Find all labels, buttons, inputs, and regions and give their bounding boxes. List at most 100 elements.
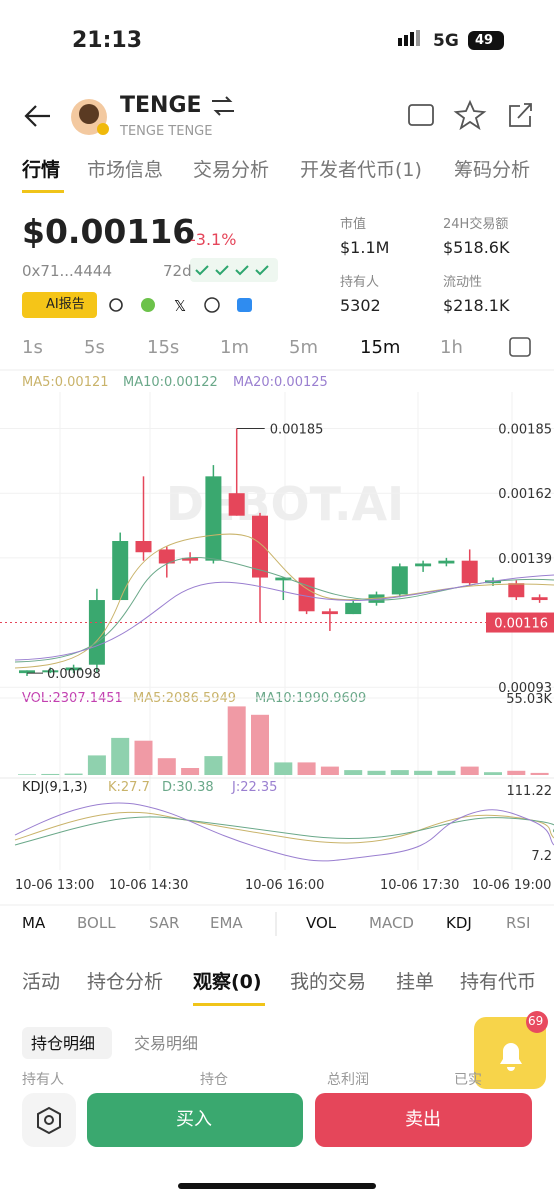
buy-label[interactable]: 买入 xyxy=(176,1109,212,1130)
stat-value: $1.1M xyxy=(340,238,390,257)
stat-label: 持有人 xyxy=(340,275,380,290)
social-icon[interactable] xyxy=(141,298,155,312)
settings-icon[interactable] xyxy=(509,337,531,357)
sub-tab[interactable]: 持仓明细 xyxy=(31,1034,96,1053)
y-tick-label: 0.00093 xyxy=(498,681,552,696)
column-header: 已实 xyxy=(454,1072,482,1088)
telegram-icon[interactable] xyxy=(237,298,252,312)
y-tick-label: 0.00162 xyxy=(498,487,552,502)
indicator[interactable]: MA xyxy=(22,914,46,932)
timeframe[interactable]: 1h xyxy=(440,337,463,358)
volume-bar xyxy=(111,737,130,775)
indicator[interactable]: EMA xyxy=(210,914,243,932)
token-subtitle: TENGE TENGE xyxy=(120,124,213,139)
indicator[interactable]: RSI xyxy=(506,914,531,932)
search-icon[interactable] xyxy=(109,298,123,312)
timeframe[interactable]: 1m xyxy=(220,337,249,358)
timeframe[interactable]: 5s xyxy=(84,337,105,358)
indicator[interactable]: VOL xyxy=(306,914,337,932)
candle-body xyxy=(321,611,338,615)
tab[interactable]: 开发者代币(1) xyxy=(300,159,422,181)
kdj-tick-label: 7.2 xyxy=(531,849,552,864)
bottom-tab[interactable]: 观察(0) xyxy=(193,971,262,993)
bell-icon xyxy=(500,1043,522,1071)
signal xyxy=(404,35,408,46)
x-icon[interactable]: 𝕏 xyxy=(174,297,186,315)
volume-bar xyxy=(157,758,176,775)
bottom-tab[interactable]: 持有代币 xyxy=(460,971,537,993)
candle-body xyxy=(298,577,315,612)
candle-body xyxy=(228,493,245,516)
tab-indicator xyxy=(22,190,64,193)
candle-body xyxy=(438,560,455,564)
signal xyxy=(398,38,402,46)
volume-bar xyxy=(320,766,339,775)
buy-button[interactable] xyxy=(87,1093,303,1147)
ai-label: AI报告 xyxy=(46,297,85,312)
hex-dot xyxy=(44,1115,54,1125)
settings-button[interactable] xyxy=(22,1093,76,1147)
low-label: 0.00098 xyxy=(47,667,101,682)
web-icon[interactable] xyxy=(204,297,220,313)
bottom-tab[interactable]: 我的交易 xyxy=(290,971,367,993)
volume-bar xyxy=(18,774,36,775)
volume-bar xyxy=(414,770,433,775)
timeframe[interactable]: 15m xyxy=(360,337,401,358)
indicator[interactable]: SAR xyxy=(149,914,180,932)
volume-bar xyxy=(134,740,153,775)
chart: MA5:0.00121 MA10:0.00122 MA20:0.00125 DEBOT… xyxy=(0,375,554,893)
candle-body xyxy=(531,597,548,601)
tab[interactable]: 行情 xyxy=(22,159,61,181)
indicator[interactable]: KDJ xyxy=(446,914,472,932)
last-price-label: 0.00116 xyxy=(494,617,548,632)
kdj-tick-label: 111.22 xyxy=(507,784,553,799)
candle-body xyxy=(252,515,268,578)
candle-body xyxy=(182,557,199,561)
indicator[interactable]: MACD xyxy=(369,914,414,932)
candle-body xyxy=(88,600,105,665)
chart-share-icon[interactable] xyxy=(408,104,434,126)
vol-tick-label: 55.03K xyxy=(506,692,552,707)
x-tick-label: 10-06 14:30 xyxy=(109,878,188,893)
share-icon[interactable] xyxy=(509,103,532,127)
timeframe[interactable]: 5m xyxy=(289,337,318,358)
price-change: -3.1% xyxy=(190,230,237,249)
candle-body xyxy=(205,476,222,561)
tab[interactable]: 交易分析 xyxy=(193,159,270,181)
bottom-tab[interactable]: 活动 xyxy=(22,971,61,993)
address: 0x71...4444 xyxy=(22,262,112,280)
ma-line xyxy=(14,574,554,661)
token-name: TENGE xyxy=(120,93,202,118)
badge-count: 69 xyxy=(528,1014,544,1028)
volume-bar xyxy=(460,766,479,775)
sell-label[interactable]: 卖出 xyxy=(405,1109,441,1130)
ai-button[interactable] xyxy=(22,292,97,318)
status-time: 21:13 xyxy=(72,28,143,53)
volume-bar xyxy=(251,714,269,775)
bottom-tab[interactable]: 挂单 xyxy=(396,971,435,993)
bottom-tab[interactable]: 持仓分析 xyxy=(87,971,164,993)
sub-tab[interactable]: 交易明细 xyxy=(134,1034,199,1053)
indicator[interactable]: BOLL xyxy=(77,914,116,932)
volume-bar xyxy=(367,770,386,775)
tab[interactable]: 市场信息 xyxy=(87,159,164,181)
ma-line xyxy=(14,557,554,663)
volume-bar xyxy=(41,773,60,775)
back-icon[interactable] xyxy=(24,105,50,127)
kdj-label: D:30.38 xyxy=(162,780,214,795)
candle-body xyxy=(135,541,152,553)
sell-button[interactable] xyxy=(315,1093,532,1147)
star-icon[interactable] xyxy=(453,99,487,131)
timeframe[interactable]: 1s xyxy=(22,337,43,358)
tab[interactable]: 筹码分析 xyxy=(454,159,531,181)
sub-tab-active[interactable] xyxy=(22,1027,112,1059)
timeframe[interactable]: 15s xyxy=(147,337,180,358)
volume-bar xyxy=(297,762,316,775)
stat-value: 5302 xyxy=(340,296,381,315)
signal xyxy=(410,32,414,46)
stat-label: 24H交易额 xyxy=(443,217,509,232)
swap-icon[interactable] xyxy=(212,96,234,116)
candle-body xyxy=(158,549,175,564)
ma-line xyxy=(14,533,554,669)
